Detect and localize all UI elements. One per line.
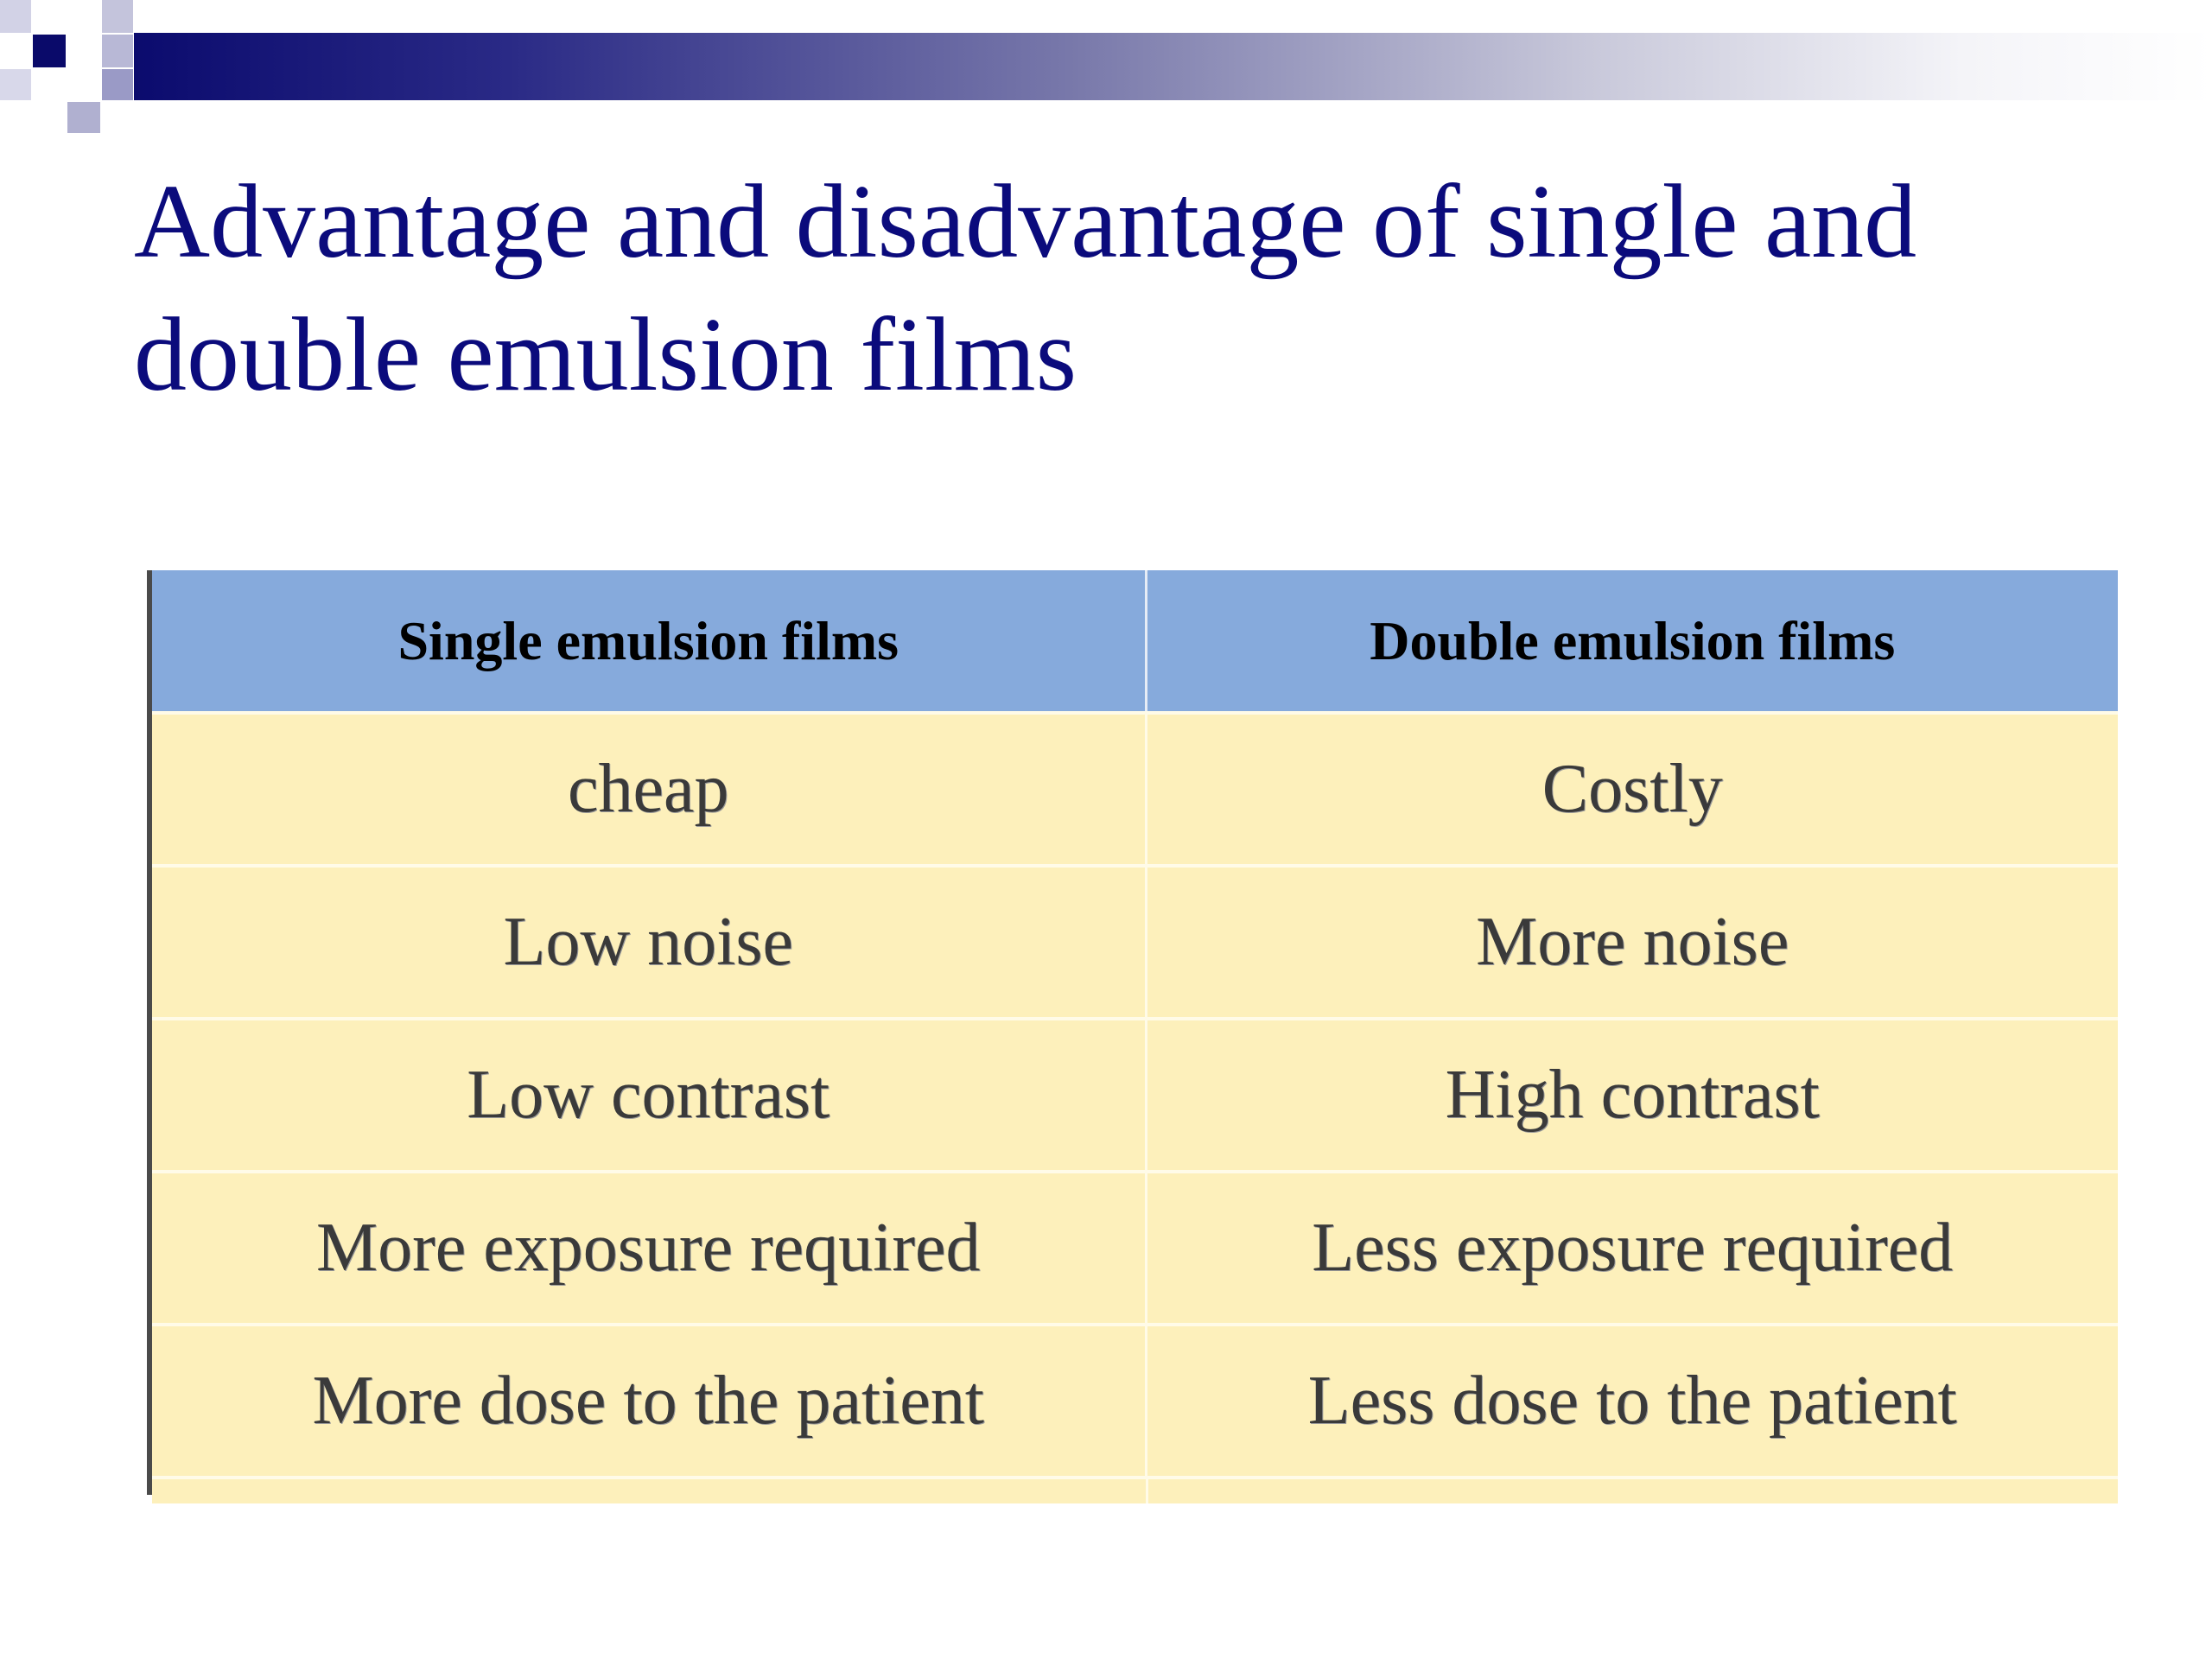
decorative-square bbox=[33, 35, 66, 67]
table-cell-double: Less dose to the patient bbox=[1146, 1323, 2118, 1476]
table-cell-double: Less exposure required bbox=[1146, 1170, 2118, 1325]
table-header-row: Single emulsion films Double emulsion fi… bbox=[152, 570, 2118, 713]
table-cell-single: More dose to the patient bbox=[152, 1323, 1147, 1476]
table-column-divider bbox=[1146, 1479, 1148, 1503]
decorative-square bbox=[102, 35, 133, 67]
column-header-single: Single emulsion films bbox=[152, 570, 1147, 713]
table-row: More exposure required Less exposure req… bbox=[152, 1170, 2118, 1325]
table-cell-double: Costly bbox=[1146, 711, 2118, 866]
comparison-table: Single emulsion films Double emulsion fi… bbox=[152, 570, 2118, 1476]
table-row: cheap Costly bbox=[152, 711, 2118, 866]
table-cell-single: More exposure required bbox=[152, 1170, 1147, 1325]
table-cell-double: More noise bbox=[1146, 864, 2118, 1019]
table-row: Low contrast High contrast bbox=[152, 1017, 2118, 1172]
decorative-square bbox=[0, 0, 31, 33]
table-empty-tail-row bbox=[152, 1476, 2118, 1503]
decorative-square bbox=[67, 102, 100, 133]
decorative-square bbox=[0, 69, 31, 100]
table-cell-double: High contrast bbox=[1146, 1017, 2118, 1172]
comparison-table-container: Single emulsion films Double emulsion fi… bbox=[147, 570, 2118, 1503]
table-cell-single: Low noise bbox=[152, 864, 1147, 1019]
decorative-header-band bbox=[134, 33, 2212, 100]
table-row: Low noise More noise bbox=[152, 864, 2118, 1019]
slide-title: Advantage and disadvantage of single and… bbox=[134, 163, 1917, 413]
table-cell-single: Low contrast bbox=[152, 1017, 1147, 1172]
table-row: More dose to the patient Less dose to th… bbox=[152, 1323, 2118, 1476]
column-header-double: Double emulsion films bbox=[1146, 570, 2118, 713]
decorative-square bbox=[102, 69, 133, 100]
decorative-square bbox=[102, 0, 133, 33]
table-cell-single: cheap bbox=[152, 711, 1147, 866]
